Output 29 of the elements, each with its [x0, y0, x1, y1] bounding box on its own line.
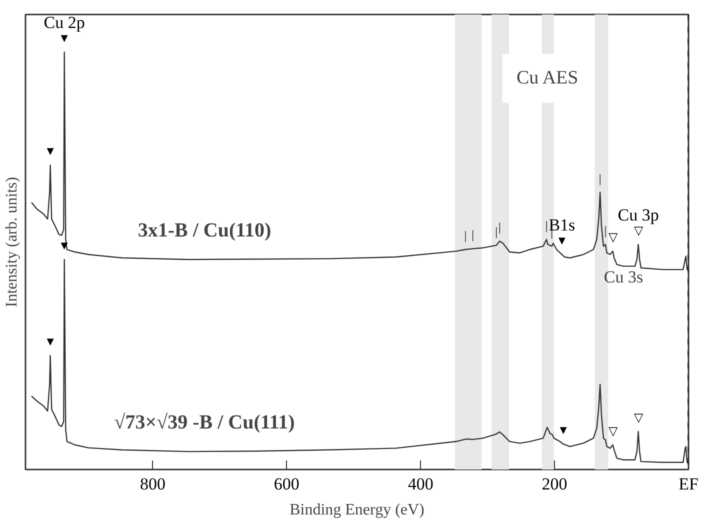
annotation: |	[464, 228, 467, 243]
annotation: |	[495, 224, 498, 238]
x-tick-label: 200	[542, 474, 568, 494]
annotation: Cu 2p	[44, 13, 85, 32]
annotation: |	[598, 171, 602, 186]
annotation: ▼	[58, 31, 70, 46]
y-axis-title: Intensity (arb. units)	[4, 176, 20, 308]
series-label: 3x1-B / Cu(110)	[138, 220, 272, 242]
annotation: |	[545, 218, 548, 232]
band-label: Cu AES	[516, 68, 578, 89]
x-tick-label: 400	[408, 474, 434, 494]
annotation: ▽	[608, 424, 618, 438]
annotation: ▽	[634, 224, 644, 238]
x-tick-label: 600	[274, 474, 300, 494]
annotation: Cu 3s	[604, 268, 644, 286]
series-label: √73×√39 -B / Cu(111)	[114, 412, 295, 434]
annotation: ▼	[556, 234, 568, 248]
annotation: |	[604, 224, 607, 238]
annotation: |	[472, 228, 474, 242]
annotation: Cu 3p	[618, 206, 659, 225]
annotation: ▼	[44, 144, 56, 158]
x-axis-title: Binding Energy (eV)	[290, 502, 424, 518]
x-tick-label: 800	[140, 474, 166, 494]
annotation: ▼	[557, 423, 570, 438]
annotation: ▽	[608, 230, 618, 244]
annotation: ▼	[44, 334, 56, 349]
x-tick-label: EF	[678, 474, 698, 494]
annotation: |	[498, 220, 501, 234]
annotation: ▽	[634, 410, 644, 425]
